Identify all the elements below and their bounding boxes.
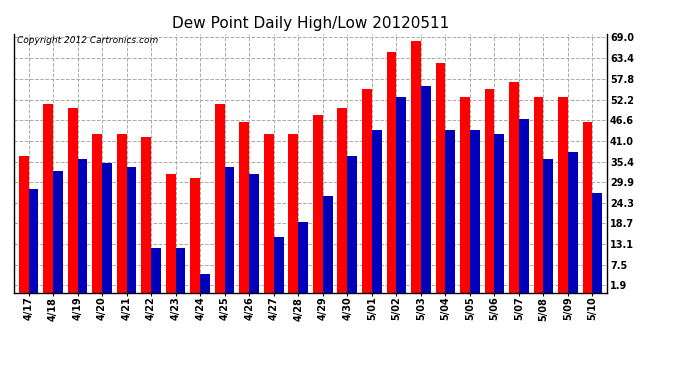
Bar [386,52,396,292]
Bar [558,97,568,292]
Bar [126,167,137,292]
Bar [509,82,519,292]
Bar [421,86,431,292]
Bar [200,274,210,292]
Bar [323,196,333,292]
Bar [470,130,480,292]
Bar [372,130,382,292]
Bar [519,119,529,292]
Bar [53,171,63,292]
Bar [225,167,235,292]
Bar [347,156,357,292]
Bar [28,189,39,292]
Bar [141,137,151,292]
Bar [460,97,470,292]
Bar [43,104,53,292]
Bar [92,134,102,292]
Bar [19,156,28,292]
Bar [249,174,259,292]
Bar [117,134,126,292]
Bar [313,115,323,292]
Bar [435,63,445,292]
Bar [215,104,225,292]
Bar [495,134,504,292]
Bar [151,248,161,292]
Bar [77,159,88,292]
Bar [68,108,77,292]
Bar [396,97,406,292]
Bar [239,123,249,292]
Bar [176,248,186,292]
Bar [264,134,274,292]
Bar [445,130,455,292]
Bar [593,193,602,292]
Bar [544,159,553,292]
Title: Dew Point Daily High/Low 20120511: Dew Point Daily High/Low 20120511 [172,16,449,31]
Bar [533,97,544,292]
Bar [337,108,347,292]
Bar [102,163,112,292]
Bar [582,123,593,292]
Bar [288,134,298,292]
Bar [362,89,372,292]
Bar [190,178,200,292]
Bar [411,41,421,292]
Bar [484,89,495,292]
Bar [274,237,284,292]
Bar [298,222,308,292]
Bar [166,174,176,292]
Text: Copyright 2012 Cartronics.com: Copyright 2012 Cartronics.com [17,36,158,45]
Bar [568,152,578,292]
